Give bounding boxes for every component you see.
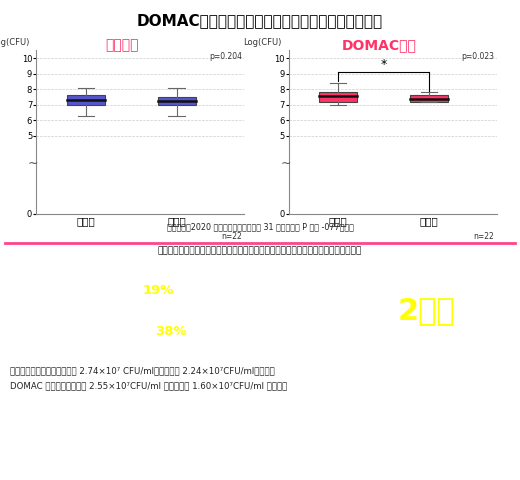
Text: Log(CFU): Log(CFU) [243,38,281,47]
Text: DOMACタブレット摂取による舌表面微生物数の変化: DOMACタブレット摂取による舌表面微生物数の変化 [137,13,383,28]
Text: p=0.204: p=0.204 [210,52,242,61]
Text: DOMAC配合: DOMAC配合 [342,38,417,52]
Text: 2倍！: 2倍！ [398,296,455,325]
Text: プラセボ群の摂取前平均値は 2.74×10⁷ CFU/ml、摂取後が 2.24×10⁷CFU/ml。同様に: プラセボ群の摂取前平均値は 2.74×10⁷ CFU/ml、摂取後が 2.24×… [10,366,275,375]
Text: DOMAC配合では: DOMAC配合では [16,325,103,338]
Text: DOMAC 配合では摂取前が 2.55×10⁷CFU/ml で摂取後は 1.60×10⁷CFU/ml だった。: DOMAC 配合では摂取前が 2.55×10⁷CFU/ml で摂取後は 1.60… [10,382,288,391]
Text: *: * [381,58,387,71]
Text: Log(CFU): Log(CFU) [0,38,29,47]
Bar [410,96,448,102]
Text: ∼: ∼ [28,157,38,170]
Text: ∼: ∼ [280,157,291,170]
Text: 19%: 19% [143,284,174,297]
Text: 38%: 38% [155,325,187,338]
Text: 出典引用：2020 日本老年歯科医学会第 31 回学術大会 P 一般 -077（竜）: 出典引用：2020 日本老年歯科医学会第 31 回学術大会 P 一般 -077（… [166,223,354,232]
Text: プラセボでは約: プラセボでは約 [16,284,71,297]
Text: プラセボ: プラセボ [106,38,139,52]
Text: その差は: その差は [311,284,343,297]
Text: p=0.023: p=0.023 [462,52,495,61]
Bar [158,97,196,105]
Text: タブレットを摂取する前後で、舌表面における微生物数を計測し、その平均値を比較: タブレットを摂取する前後で、舌表面における微生物数を計測し、その平均値を比較 [158,246,362,255]
Text: の減少、: の減少、 [173,284,205,297]
Bar [67,96,105,105]
Text: およそ: およそ [311,325,335,338]
Text: n=22: n=22 [221,232,242,241]
Text: の減少: の減少 [189,325,213,338]
Text: n=22: n=22 [473,232,494,241]
Bar [319,92,357,102]
